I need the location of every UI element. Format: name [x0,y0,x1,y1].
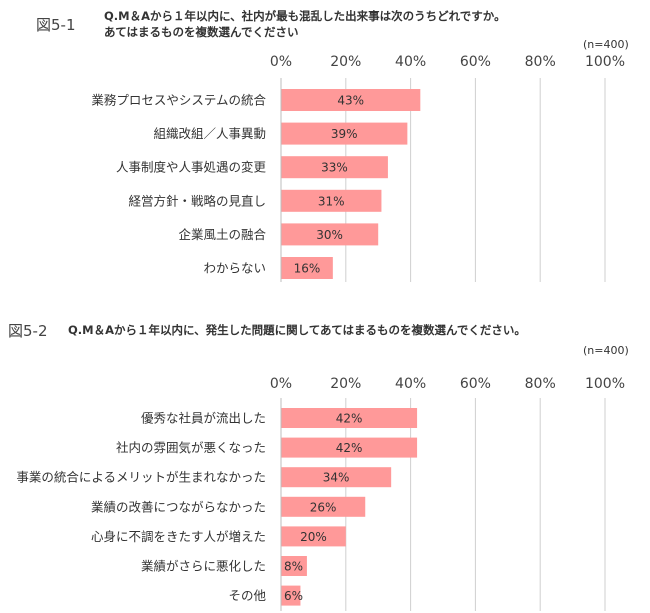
data-label: 26% [310,500,337,514]
data-label: 20% [300,530,327,544]
chart-figure-5-1: 0% 20% 40% 60% 80% 100% 業務プロセスやシステムの統合 43% 組織改組／… [91,54,625,282]
bar [281,437,418,458]
category-label: その他 [228,588,266,603]
x-tick-label: 20% [330,54,361,70]
bar [281,257,333,279]
bar [281,496,366,517]
x-tick-label: 0% [270,376,292,392]
category-label: 業績の改善につながらなかった [91,499,266,514]
category-label: 組織改組／人事異動 [153,126,266,141]
bar [281,408,418,428]
data-label: 30% [316,228,343,242]
x-tick-label: 40% [395,54,426,70]
category-label: 業績がさらに悪化した [141,559,266,574]
data-label: 42% [336,412,363,426]
bar [281,223,379,246]
category-label: わからない [203,261,266,276]
x-tick-label: 60% [460,376,491,392]
bar [281,526,346,547]
category-label: 事業の統合によるメリットが生まれなかった [16,470,266,485]
bar [281,467,392,488]
figure-1-question: Q.M＆Aから１年以内に、社内が最も混乱した出来事は次のうちどれですか。 あては… [104,8,506,40]
data-label: 33% [321,161,348,175]
x-tick-label: 20% [330,376,361,392]
data-label: 42% [336,441,363,455]
figure-2-question: Q.M＆Aから１年以内に、発生した問題に関してあてはまるものを複数選んでください… [68,323,526,337]
data-label: 8% [284,560,303,574]
figure-1-question-line2: あてはまるものを複数選んでください [104,25,299,39]
data-label: 31% [318,194,345,208]
bar [281,189,382,212]
figure-2-sample-size: (n=400) [583,344,629,357]
x-tick-label: 0% [270,54,292,70]
x-tick-label: 60% [460,54,491,70]
category-label: 企業風土の融合 [178,227,266,242]
x-tick-label: 80% [525,376,556,392]
figure-2-label: 図5-2 [8,322,48,340]
category-label: 優秀な社員が流出した [141,411,266,426]
data-label: 16% [294,262,321,276]
bar [281,89,421,111]
data-label: 43% [337,94,364,108]
x-tick-label: 40% [395,376,426,392]
bar [281,122,408,145]
chart-figure-5-2: 0% 20% 40% 60% 80% 100% 優秀な社員が流出した 42% 社内の雰囲気が悪く… [16,376,625,611]
category-label: 業務プロセスやシステムの統合 [91,93,266,108]
data-label: 6% [284,589,303,603]
bar [281,585,301,606]
x-tick-label: 80% [525,54,556,70]
category-label: 人事制度や人事処遇の変更 [116,160,267,175]
bar [281,556,307,576]
bar [281,156,388,179]
category-label: 経営方針・戦略の見直し [128,193,266,208]
category-label: 社内の雰囲気が悪くなった [116,440,266,455]
x-tick-label: 100% [585,376,625,392]
x-tick-label: 100% [585,54,625,70]
data-label: 39% [331,127,358,141]
figure-1-sample-size: (n=400) [583,38,629,51]
data-label: 34% [323,471,350,485]
figure-1-question-line1: Q.M＆Aから１年以内に、社内が最も混乱した出来事は次のうちどれですか。 [104,9,506,23]
category-label: 心身に不調をきたす人が増えた [91,529,266,544]
figure-1-label: 図5-1 [36,16,76,34]
